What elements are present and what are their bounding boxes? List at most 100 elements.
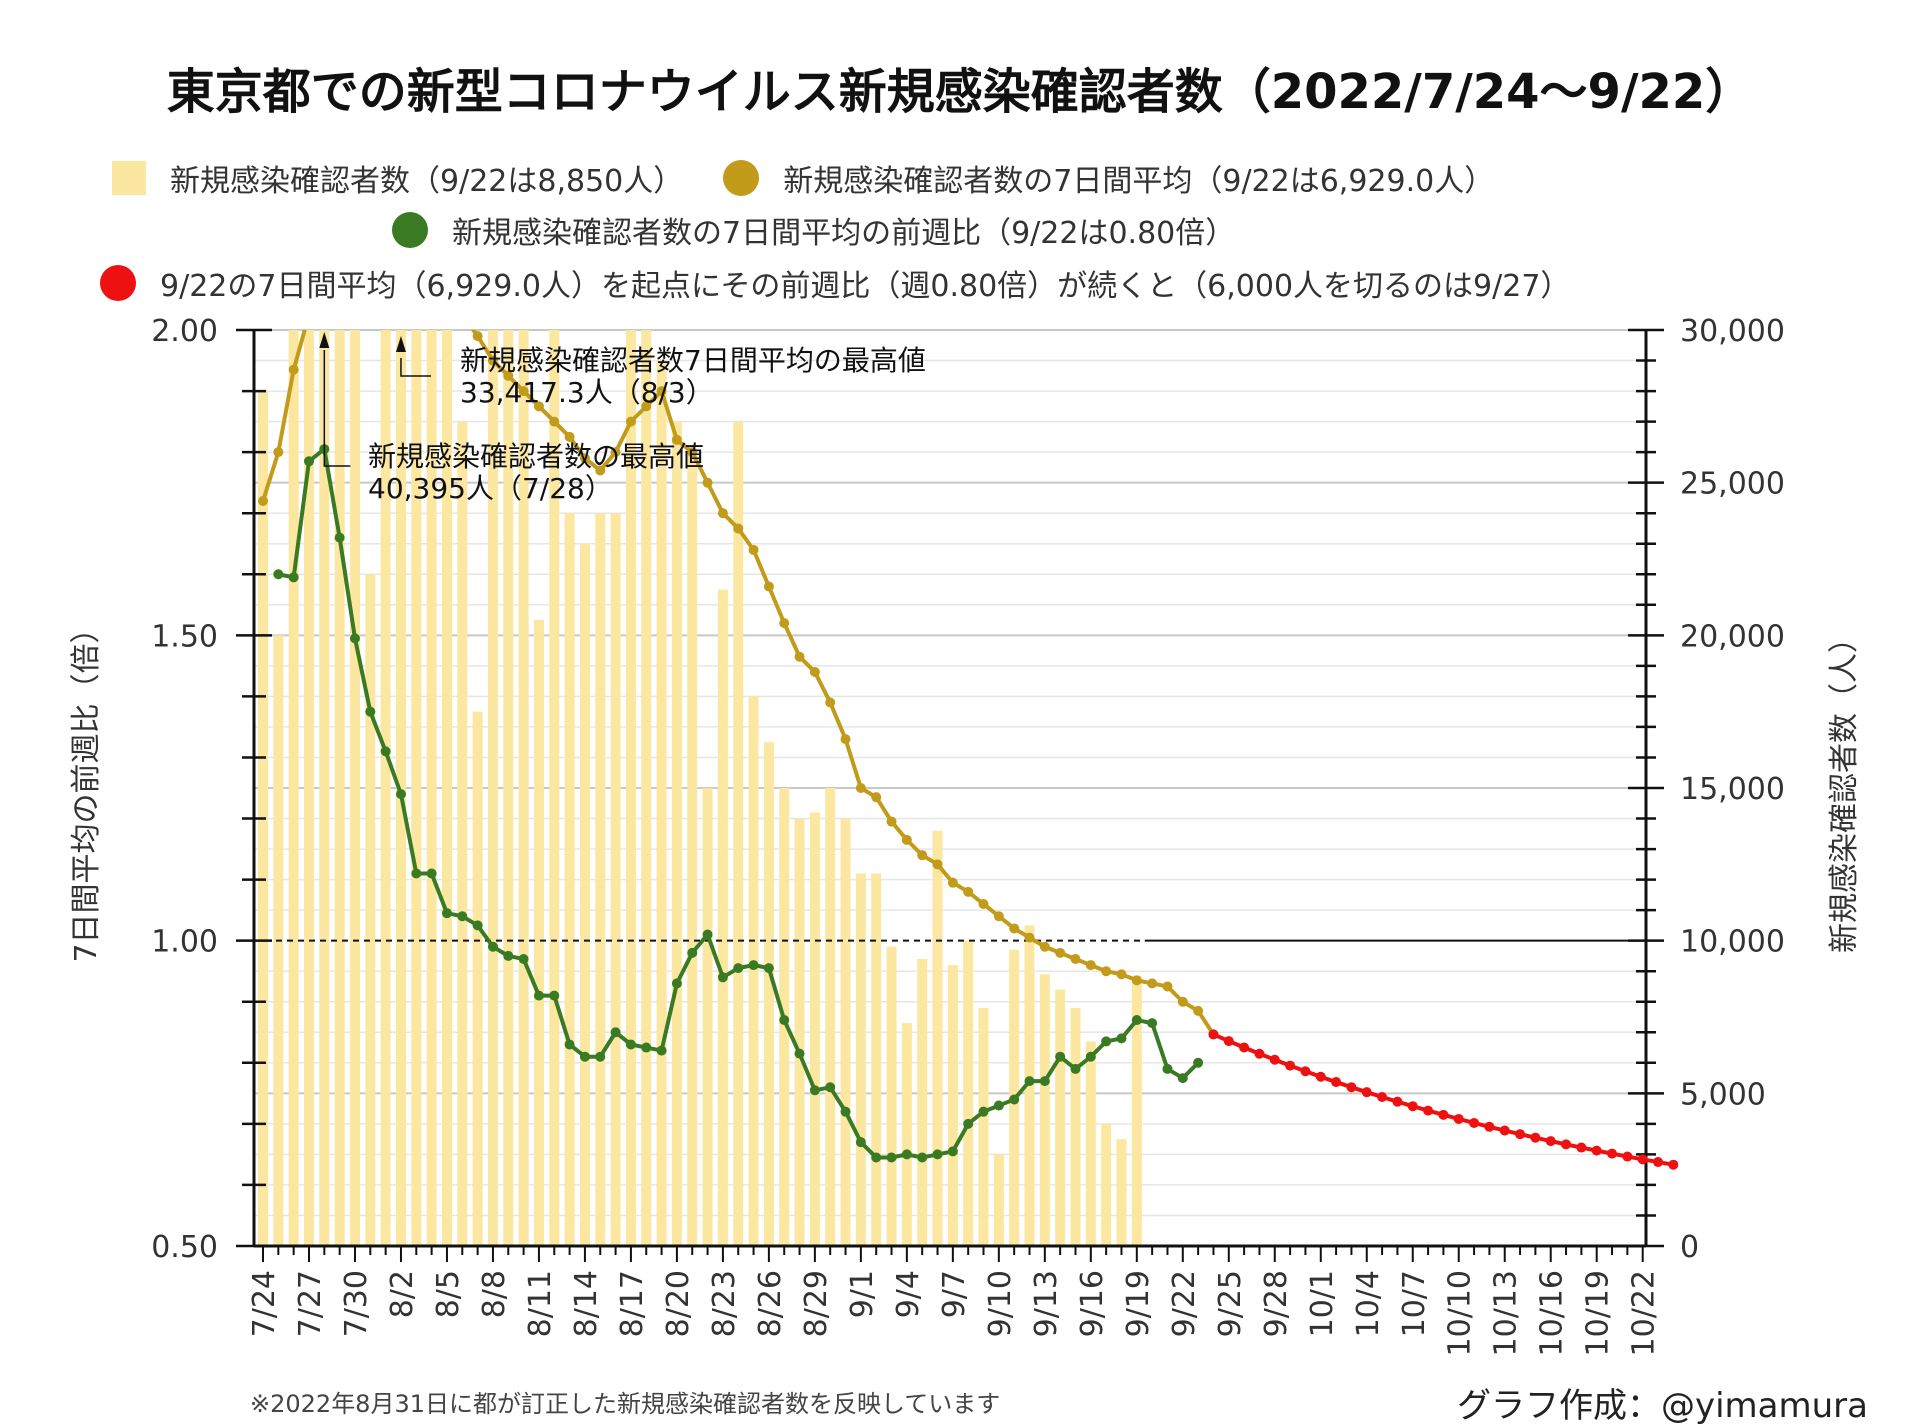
projection-point xyxy=(1331,1077,1342,1088)
wow-ratio-point xyxy=(288,572,299,583)
bar-daily-cases xyxy=(380,330,391,1246)
wow-ratio-point xyxy=(963,1118,974,1129)
wow-ratio-point xyxy=(763,963,774,974)
wow-ratio-point xyxy=(855,1137,866,1148)
bar-daily-cases xyxy=(365,574,376,1246)
wow-ratio-point xyxy=(503,950,514,961)
y-left-tick-label: 2.00 xyxy=(151,314,218,349)
x-tick-label: 10/10 xyxy=(1443,1270,1478,1356)
avg7-point xyxy=(518,386,529,397)
bar-daily-cases xyxy=(840,818,851,1246)
x-tick-label: 9/4 xyxy=(891,1270,926,1318)
avg7-point xyxy=(365,221,375,231)
bar-daily-cases xyxy=(1116,1139,1127,1246)
annotation-avg7-max-line1: 新規感染確認者数7日間平均の最高値 xyxy=(460,344,926,377)
annotation-leader-daily-max xyxy=(323,350,351,467)
avg7-point xyxy=(687,447,698,458)
avg7-point xyxy=(978,899,989,910)
avg7-point xyxy=(733,523,744,534)
x-tick-label: 9/16 xyxy=(1075,1270,1110,1337)
projection-point xyxy=(1254,1048,1265,1059)
avg7-point xyxy=(1070,953,1081,964)
footnote: ※2022年8月31日に都が訂正した新規感染確認者数を反映しています xyxy=(250,1390,1001,1418)
projection-point xyxy=(1561,1139,1572,1150)
avg7-point xyxy=(671,434,682,445)
x-tick-label: 8/14 xyxy=(569,1270,604,1337)
avg7-point xyxy=(779,618,790,629)
bar-daily-cases xyxy=(763,742,774,1246)
avg7-point xyxy=(794,651,805,662)
projection-point xyxy=(1453,1113,1464,1124)
bar-daily-cases xyxy=(579,543,590,1246)
bar-daily-cases xyxy=(993,1154,1004,1246)
wow-ratio-point xyxy=(825,1082,836,1093)
bar-daily-cases xyxy=(533,620,544,1246)
x-tick-label: 7/30 xyxy=(339,1270,374,1337)
bar-daily-cases xyxy=(825,788,836,1246)
wow-ratio-point xyxy=(779,1015,790,1026)
projection-point xyxy=(1515,1129,1526,1140)
chart-title: 東京都での新型コロナウイルス新規感染確認者数（2022/7/24〜9/22） xyxy=(166,64,1754,120)
credit: グラフ作成：@yimamura xyxy=(1456,1386,1868,1426)
bar-daily-cases xyxy=(288,330,299,1246)
avg7-point xyxy=(993,911,1004,922)
avg7-point xyxy=(1177,996,1188,1007)
bar-daily-cases xyxy=(503,330,514,1246)
y-right-axis-title: 新規感染確認者数（人） xyxy=(1827,623,1862,953)
bar-daily-cases xyxy=(733,421,744,1246)
projection-point xyxy=(1637,1154,1648,1165)
projection-point xyxy=(1346,1082,1357,1093)
projection-point xyxy=(1377,1092,1388,1103)
y-right-tick-label: 20,000 xyxy=(1680,619,1785,654)
wow-ratio-point xyxy=(533,990,544,1001)
projection-point xyxy=(1438,1109,1449,1120)
y-left-tick-label: 0.50 xyxy=(151,1230,218,1265)
wow-ratio-point xyxy=(610,1027,621,1038)
projection-point xyxy=(1407,1101,1418,1112)
avg7-point xyxy=(1039,941,1050,952)
wow-ratio-point xyxy=(564,1039,575,1050)
wow-ratio-point xyxy=(426,868,437,879)
bar-daily-cases xyxy=(717,589,728,1246)
wow-ratio-point xyxy=(303,456,314,467)
wow-ratio-point xyxy=(1009,1094,1020,1105)
wow-ratio-point xyxy=(932,1149,943,1160)
y-left-tick-label: 1.50 xyxy=(151,619,218,654)
y-right-tick-label: 30,000 xyxy=(1680,314,1785,349)
bar-daily-cases xyxy=(748,696,759,1246)
bar-daily-cases xyxy=(917,958,928,1246)
wow-ratio-point xyxy=(487,941,498,952)
avg7-point xyxy=(886,816,897,827)
avg7-point xyxy=(457,310,467,320)
bar-daily-cases xyxy=(625,330,636,1246)
annotation-daily-max-line2: 40,395人（7/28） xyxy=(368,472,613,505)
x-tick-label: 10/19 xyxy=(1581,1270,1616,1356)
legend-label-avg7: 新規感染確認者数の7日間平均（9/22は6,929.0人） xyxy=(783,164,1495,199)
wow-ratio-point xyxy=(656,1045,667,1056)
bar-daily-cases xyxy=(1085,1041,1096,1246)
y-left-tick-label: 1.00 xyxy=(151,925,218,960)
avg7-point xyxy=(901,834,912,845)
wow-ratio-point xyxy=(1101,1036,1112,1047)
bar-daily-cases xyxy=(641,330,652,1246)
bar-daily-cases xyxy=(1131,975,1142,1246)
bar-daily-cases xyxy=(901,1023,912,1246)
wow-ratio-point xyxy=(1085,1051,1096,1062)
bar-daily-cases xyxy=(1070,1007,1081,1246)
projection-point xyxy=(1545,1136,1556,1147)
avg7-point xyxy=(304,310,314,320)
wow-ratio-point xyxy=(1024,1076,1035,1087)
avg7-point xyxy=(963,886,974,897)
x-tick-label: 9/13 xyxy=(1029,1270,1064,1337)
legend-swatch-daily xyxy=(112,161,146,195)
bar-daily-cases xyxy=(426,330,437,1246)
avg7-point xyxy=(840,734,851,745)
wow-ratio-point xyxy=(901,1149,912,1160)
annotation-avg7-max-line2: 33,417.3人（8/3） xyxy=(460,376,714,409)
annotation-arrow-avg7-max xyxy=(395,336,406,352)
avg7-point xyxy=(1085,960,1096,971)
wow-ratio-point xyxy=(1177,1073,1188,1084)
wow-ratio-point xyxy=(595,1051,606,1062)
